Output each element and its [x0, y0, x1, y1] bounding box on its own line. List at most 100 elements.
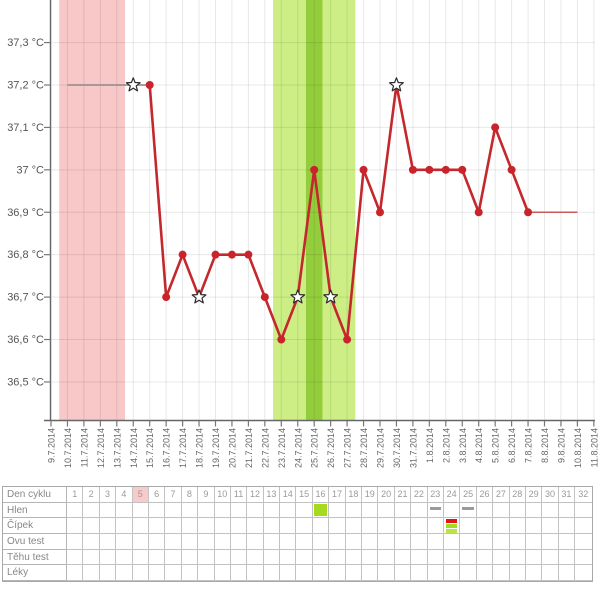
data-point-dot[interactable]	[458, 165, 467, 174]
hlen-cell[interactable]	[67, 502, 84, 519]
cipek-cell[interactable]	[214, 518, 231, 535]
leky-cell[interactable]	[525, 565, 543, 582]
ovu_test-cell[interactable]	[83, 534, 100, 550]
tehu_test-cell[interactable]	[542, 549, 559, 566]
ovu_test-cell[interactable]	[476, 534, 494, 550]
cipek-cell[interactable]	[230, 518, 248, 535]
data-point-dot[interactable]	[343, 335, 352, 344]
day-number-cell[interactable]: 10	[214, 487, 231, 503]
cipek-cell[interactable]	[476, 518, 494, 535]
leky-cell[interactable]	[575, 565, 592, 582]
data-point-star[interactable]	[191, 289, 207, 304]
leky-cell[interactable]	[148, 565, 166, 582]
day-number-cell[interactable]: 17	[329, 487, 346, 503]
hlen-cell[interactable]	[263, 502, 281, 519]
day-number-cell[interactable]: 8	[181, 487, 199, 503]
data-point-dot[interactable]	[277, 335, 286, 344]
day-number-cell[interactable]: 24	[443, 487, 461, 503]
cipek-cell[interactable]	[329, 518, 346, 535]
hlen-cell[interactable]	[558, 502, 576, 519]
cipek-cell[interactable]	[116, 518, 133, 535]
day-number-cell[interactable]: 16	[312, 487, 330, 503]
ovu_test-cell[interactable]	[247, 534, 264, 550]
data-point-dot[interactable]	[507, 165, 516, 174]
leky-cell[interactable]	[247, 565, 264, 582]
hlen-cell[interactable]	[525, 502, 543, 519]
ovu_test-cell[interactable]	[116, 534, 133, 550]
tehu_test-cell[interactable]	[116, 549, 133, 566]
tehu_test-cell[interactable]	[329, 549, 346, 566]
cipek-cell[interactable]	[263, 518, 281, 535]
day-number-cell[interactable]: 19	[362, 487, 379, 503]
ovu_test-cell[interactable]	[99, 534, 117, 550]
leky-cell[interactable]	[427, 565, 444, 582]
ovu_test-cell[interactable]	[280, 534, 297, 550]
leky-cell[interactable]	[181, 565, 199, 582]
tehu_test-cell[interactable]	[427, 549, 444, 566]
leky-cell[interactable]	[378, 565, 395, 582]
leky-cell[interactable]	[214, 565, 231, 582]
cipek-cell[interactable]	[558, 518, 576, 535]
day-number-cell[interactable]: 21	[394, 487, 412, 503]
cipek-cell[interactable]	[394, 518, 412, 535]
hlen-cell[interactable]	[329, 502, 346, 519]
ovu_test-cell[interactable]	[493, 534, 510, 550]
tehu_test-cell[interactable]	[312, 549, 330, 566]
data-point-dot[interactable]	[441, 165, 450, 174]
tehu_test-cell[interactable]	[525, 549, 543, 566]
hlen-cell[interactable]	[509, 502, 526, 519]
day-number-cell[interactable]: 9	[198, 487, 215, 503]
tehu_test-cell[interactable]	[165, 549, 182, 566]
day-number-cell[interactable]: 14	[280, 487, 297, 503]
tehu_test-cell[interactable]	[67, 549, 84, 566]
leky-cell[interactable]	[362, 565, 379, 582]
cipek-cell[interactable]	[345, 518, 363, 535]
cipek-cell[interactable]	[542, 518, 559, 535]
leky-cell[interactable]	[230, 565, 248, 582]
hlen-cell[interactable]	[427, 502, 444, 519]
data-point-dot[interactable]	[524, 208, 533, 217]
tehu_test-cell[interactable]	[83, 549, 100, 566]
ovu_test-cell[interactable]	[296, 534, 313, 550]
ovu_test-cell[interactable]	[411, 534, 428, 550]
ovu_test-cell[interactable]	[132, 534, 149, 550]
hlen-cell[interactable]	[575, 502, 592, 519]
leky-cell[interactable]	[493, 565, 510, 582]
hlen-cell[interactable]	[247, 502, 264, 519]
cipek-cell[interactable]	[362, 518, 379, 535]
tehu_test-cell[interactable]	[509, 549, 526, 566]
leky-cell[interactable]	[198, 565, 215, 582]
ovu_test-cell[interactable]	[362, 534, 379, 550]
cipek-cell[interactable]	[148, 518, 166, 535]
cipek-cell[interactable]	[280, 518, 297, 535]
cipek-cell[interactable]	[460, 518, 477, 535]
data-point-dot[interactable]	[491, 123, 500, 132]
ovu_test-cell[interactable]	[427, 534, 444, 550]
leky-cell[interactable]	[411, 565, 428, 582]
cipek-cell[interactable]	[165, 518, 182, 535]
leky-cell[interactable]	[345, 565, 363, 582]
cipek-cell[interactable]	[525, 518, 543, 535]
hlen-cell[interactable]	[296, 502, 313, 519]
hlen-cell[interactable]	[116, 502, 133, 519]
leky-cell[interactable]	[542, 565, 559, 582]
hlen-cell[interactable]	[132, 502, 149, 519]
tehu_test-cell[interactable]	[558, 549, 576, 566]
tehu_test-cell[interactable]	[214, 549, 231, 566]
leky-cell[interactable]	[394, 565, 412, 582]
day-number-cell[interactable]: 30	[542, 487, 559, 503]
data-point-star[interactable]	[290, 289, 306, 304]
hlen-cell[interactable]	[312, 502, 330, 519]
data-point-dot[interactable]	[178, 250, 187, 259]
hlen-cell[interactable]	[394, 502, 412, 519]
tehu_test-cell[interactable]	[575, 549, 592, 566]
tehu_test-cell[interactable]	[476, 549, 494, 566]
day-number-cell[interactable]: 31	[558, 487, 576, 503]
hlen-cell[interactable]	[83, 502, 100, 519]
day-number-cell[interactable]: 20	[378, 487, 395, 503]
leky-cell[interactable]	[116, 565, 133, 582]
tehu_test-cell[interactable]	[394, 549, 412, 566]
hlen-cell[interactable]	[542, 502, 559, 519]
hlen-cell[interactable]	[148, 502, 166, 519]
hlen-cell[interactable]	[99, 502, 117, 519]
